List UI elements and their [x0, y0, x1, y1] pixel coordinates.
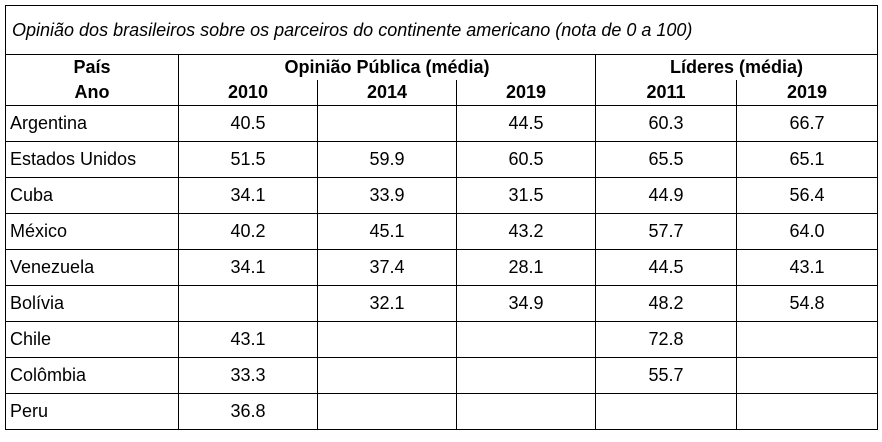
value-cell: 55.7: [595, 357, 737, 394]
value-cell: [317, 393, 457, 430]
value-cell: 48.2: [595, 285, 737, 322]
table-row: Argentina 40.5 44.5 60.3 66.7: [5, 105, 879, 142]
value-cell: 36.8: [178, 393, 318, 430]
value-cell: 34.9: [456, 285, 596, 322]
country-cell: Colômbia: [5, 357, 179, 394]
value-cell: 31.5: [456, 177, 596, 214]
header-year-2019-lideres: 2019: [735, 80, 879, 106]
value-cell: [317, 105, 457, 142]
value-cell: 43.2: [456, 213, 596, 250]
value-cell: 44.5: [595, 249, 737, 286]
table-wrapper: Opinião dos brasileiros sobre os parceir…: [4, 5, 879, 430]
value-cell: 28.1: [456, 249, 596, 286]
country-cell: Peru: [5, 393, 179, 430]
header-year-2011: 2011: [595, 80, 737, 106]
table-row: Chile 43.1 72.8: [5, 321, 879, 358]
header-ano: Ano: [5, 80, 179, 106]
value-cell: [735, 357, 879, 394]
table-row: México 40.2 45.1 43.2 57.7 64.0: [5, 213, 879, 250]
table-row: Venezuela 34.1 37.4 28.1 44.5 43.1: [5, 249, 879, 286]
table-title: Opinião dos brasileiros sobre os parceir…: [4, 5, 879, 55]
value-cell: [317, 321, 457, 358]
value-cell: [456, 393, 596, 430]
header-year-2014: 2014: [317, 80, 457, 106]
value-cell: 45.1: [317, 213, 457, 250]
value-cell: 40.5: [178, 105, 318, 142]
header-pais: País: [5, 54, 179, 80]
value-cell: 44.9: [595, 177, 737, 214]
value-cell: 64.0: [735, 213, 879, 250]
value-cell: [735, 393, 879, 430]
table-row: Bolívia 32.1 34.9 48.2 54.8: [5, 285, 879, 322]
value-cell: 60.5: [456, 141, 596, 178]
country-cell: Venezuela: [5, 249, 179, 286]
value-cell: 51.5: [178, 141, 318, 178]
value-cell: 37.4: [317, 249, 457, 286]
value-cell: 44.5: [456, 105, 596, 142]
value-cell: 54.8: [735, 285, 879, 322]
value-cell: 57.7: [595, 213, 737, 250]
table-row: Cuba 34.1 33.9 31.5 44.9 56.4: [5, 177, 879, 214]
country-cell: Estados Unidos: [5, 141, 179, 178]
value-cell: [317, 357, 457, 394]
country-cell: Argentina: [5, 105, 179, 142]
country-cell: Chile: [5, 321, 179, 358]
table-row: Estados Unidos 51.5 59.9 60.5 65.5 65.1: [5, 141, 879, 178]
table-row: Colômbia 33.3 55.7: [5, 357, 879, 394]
header-year-2019-opiniao: 2019: [456, 80, 596, 106]
value-cell: 40.2: [178, 213, 318, 250]
country-cell: Cuba: [5, 177, 179, 214]
country-cell: Bolívia: [5, 285, 179, 322]
value-cell: 60.3: [595, 105, 737, 142]
header-lideres: Líderes (média): [594, 54, 879, 80]
value-cell: [178, 285, 318, 322]
value-cell: 43.1: [178, 321, 318, 358]
value-cell: 65.5: [595, 141, 737, 178]
header-year-2010: 2010: [178, 80, 318, 106]
value-cell: [456, 357, 596, 394]
header-opiniao-publica: Opinião Pública (média): [178, 54, 596, 80]
value-cell: 59.9: [317, 141, 457, 178]
country-cell: México: [5, 213, 179, 250]
opinion-table: Opinião dos brasileiros sobre os parceir…: [4, 5, 879, 430]
value-cell: [735, 321, 879, 358]
value-cell: 72.8: [595, 321, 737, 358]
value-cell: 65.1: [735, 141, 879, 178]
value-cell: 56.4: [735, 177, 879, 214]
value-cell: [595, 393, 737, 430]
value-cell: 43.1: [735, 249, 879, 286]
value-cell: 32.1: [317, 285, 457, 322]
value-cell: 34.1: [178, 177, 318, 214]
value-cell: 34.1: [178, 249, 318, 286]
value-cell: 33.3: [178, 357, 318, 394]
table-row: Peru 36.8: [5, 393, 879, 430]
value-cell: 66.7: [735, 105, 879, 142]
value-cell: [456, 321, 596, 358]
value-cell: 33.9: [317, 177, 457, 214]
